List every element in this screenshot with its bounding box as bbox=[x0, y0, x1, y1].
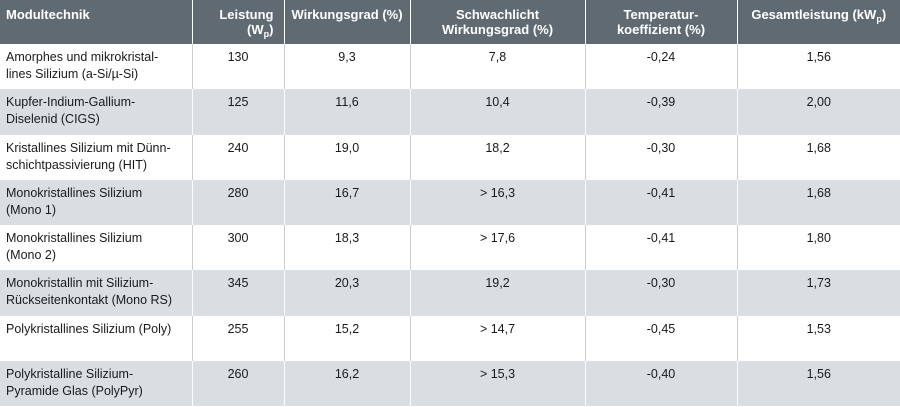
header-label: Wirkungsgrad (%) bbox=[291, 7, 403, 22]
cell-wirkungsgrad: 9,3 bbox=[284, 44, 411, 90]
cell-leistung: 260 bbox=[192, 361, 285, 407]
cell-schwachlicht: 10,4 bbox=[410, 89, 586, 135]
table-row: Monokristallin mit Silizium- Rückseitenk… bbox=[0, 270, 900, 316]
table-row: Polykristalline Silizium- Pyramide Glas … bbox=[0, 361, 900, 407]
cell-leistung: 280 bbox=[192, 179, 285, 226]
cell-leistung: 300 bbox=[192, 225, 285, 271]
cell-leistung: 130 bbox=[192, 44, 285, 90]
table-row: Kupfer-Indium-Gallium- Diselenid (CIGS) 1… bbox=[0, 89, 900, 135]
header-unit: (Wp) bbox=[199, 22, 274, 39]
cell-leistung: 240 bbox=[192, 134, 285, 180]
cell-gesamtleistung: 2,00 bbox=[806, 95, 831, 110]
cell-modultechnik: Amorphes und mikrokristal- lines Siliziu… bbox=[0, 44, 193, 90]
header-schwachlicht: Schwachlicht Wirkungsgrad (%) bbox=[410, 0, 586, 44]
header-temperaturkoeffizient: Temperatur- koeffizient (%) bbox=[585, 0, 738, 44]
cell-gesamtleistung: 1,68 bbox=[806, 140, 831, 155]
unit-subscript: p bbox=[876, 14, 882, 24]
cell-leistung: 255 bbox=[192, 315, 285, 362]
table-body: Amorphes und mikrokristal- lines Siliziu… bbox=[0, 44, 900, 407]
cell-temperaturkoeffizient: -0,41 bbox=[585, 225, 738, 271]
cell-schwachlicht: > 15,3 bbox=[410, 361, 586, 407]
cell-temperaturkoeffizient: -0,39 bbox=[585, 89, 738, 135]
table-row: Amorphes und mikrokristal- lines Siliziu… bbox=[0, 44, 900, 90]
cell-schwachlicht: 7,8 bbox=[410, 44, 586, 90]
table-row: Monokristallines Silizium (Mono 2) 300 18,… bbox=[0, 225, 900, 271]
header-modultechnik: Modultechnik bbox=[0, 0, 193, 44]
cell-wirkungsgrad: 16,7 bbox=[284, 179, 411, 226]
unit-suffix: ) bbox=[269, 22, 274, 37]
cell-wirkungsgrad: 15,2 bbox=[284, 315, 411, 362]
header-label: Temperatur- bbox=[623, 7, 699, 22]
cell-gesamtleistung: 1,53 bbox=[806, 321, 831, 336]
header-label-line2: koeffizient (%) bbox=[616, 22, 706, 37]
cell-gesamtleistung: 1,73 bbox=[806, 276, 831, 291]
table-row: Kristallines Silizium mit Dünn- schichtp… bbox=[0, 134, 900, 180]
cell-schwachlicht: 18,2 bbox=[410, 134, 586, 180]
cell-wirkungsgrad: 20,3 bbox=[284, 270, 411, 316]
cell-schwachlicht: > 14,7 bbox=[410, 315, 586, 362]
cell-modultechnik: Polykristallines Silizium (Poly) bbox=[0, 315, 193, 362]
cell-gesamtleistung: 1,56 bbox=[806, 50, 831, 64]
cell-modultechnik: Monokristallines Silizium (Mono 2) bbox=[0, 225, 193, 271]
cell-temperaturkoeffizient: -0,24 bbox=[585, 44, 738, 90]
cell-temperaturkoeffizient: -0,45 bbox=[585, 315, 738, 362]
cell-modultechnik: Kupfer-Indium-Gallium- Diselenid (CIGS) bbox=[0, 89, 193, 135]
header-label: Modultechnik bbox=[6, 7, 90, 22]
header-row: Modultechnik Leistung (Wp) Wirkungsgrad … bbox=[0, 0, 900, 44]
unit-prefix: Gesamtleistung (kW bbox=[751, 7, 877, 22]
cell-gesamtleistung: 1,68 bbox=[806, 185, 831, 200]
cell-modultechnik: Monokristallin mit Silizium- Rückseitenk… bbox=[0, 270, 193, 316]
cell-wirkungsgrad: 11,6 bbox=[284, 89, 411, 135]
cell-modultechnik: Monokristallines Silizium (Mono 1) bbox=[0, 179, 193, 226]
cell-modultechnik: Kristallines Silizium mit Dünn- schichtp… bbox=[0, 134, 193, 180]
header-label: Leistung bbox=[219, 7, 274, 22]
unit-subscript: p bbox=[263, 29, 270, 39]
cell-wirkungsgrad: 16,2 bbox=[284, 361, 411, 407]
header-gesamtleistung: Gesamtleistung (kWp) bbox=[737, 0, 900, 44]
cell-temperaturkoeffizient: -0,30 bbox=[585, 270, 738, 316]
table-row: Polykristallines Silizium (Poly) 255 15,2 >… bbox=[0, 315, 900, 362]
cell-temperaturkoeffizient: -0,41 bbox=[585, 179, 738, 226]
cell-schwachlicht: > 17,6 bbox=[410, 225, 586, 271]
cell-temperaturkoeffizient: -0,40 bbox=[585, 361, 738, 407]
header-leistung: Leistung (Wp) bbox=[192, 0, 285, 44]
unit-prefix: (W bbox=[247, 22, 264, 37]
header-label: Schwachlicht bbox=[455, 7, 540, 22]
header-wirkungsgrad: Wirkungsgrad (%) bbox=[284, 0, 411, 44]
table-row: Monokristallines Silizium (Mono 1) 280 16,… bbox=[0, 179, 900, 226]
cell-temperaturkoeffizient: -0,30 bbox=[585, 134, 738, 180]
unit-suffix: ) bbox=[881, 7, 887, 22]
cell-wirkungsgrad: 19,0 bbox=[284, 134, 411, 180]
cell-schwachlicht: > 16,3 bbox=[410, 179, 586, 226]
header-label: Gesamtleistung (kWp) bbox=[744, 7, 895, 24]
cell-gesamtleistung: 1,56 bbox=[806, 367, 831, 382]
cell-leistung: 125 bbox=[192, 89, 285, 135]
cell-schwachlicht: 19,2 bbox=[410, 270, 586, 316]
header-label-line2: Wirkungsgrad (%) bbox=[441, 22, 554, 37]
cell-leistung: 345 bbox=[192, 270, 285, 316]
table-header: Modultechnik Leistung (Wp) Wirkungsgrad … bbox=[0, 0, 900, 44]
cell-wirkungsgrad: 18,3 bbox=[284, 225, 411, 271]
cell-modultechnik: Polykristalline Silizium- Pyramide Glas … bbox=[0, 361, 193, 407]
cell-gesamtleistung: 1,80 bbox=[806, 231, 831, 246]
